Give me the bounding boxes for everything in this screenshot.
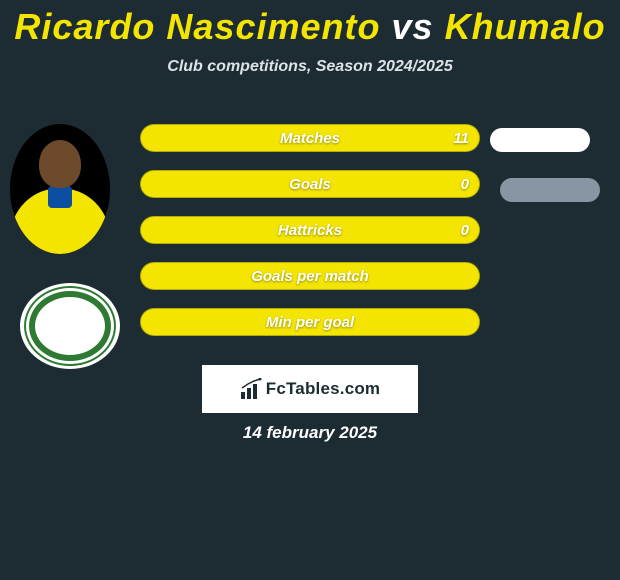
stat-bar: Min per goal	[140, 308, 480, 336]
branding-box: FcTables.com	[202, 365, 418, 413]
stats-bars: Matches 11 Goals 0 Hattricks 0 Goals per match…	[140, 124, 480, 354]
stat-value: 0	[461, 176, 469, 193]
stat-label: Matches	[280, 130, 340, 147]
stat-bar: Matches 11	[140, 124, 480, 152]
stat-label: Hattricks	[278, 222, 342, 239]
avatar-collar	[48, 186, 72, 208]
club-badge	[20, 283, 120, 369]
player-avatar	[10, 124, 110, 254]
stat-label: Goals	[289, 176, 331, 193]
player1-name: Ricardo Nascimento	[14, 6, 380, 47]
brand-chart-icon	[240, 378, 262, 400]
stat-bar: Goals 0	[140, 170, 480, 198]
stat-bar: Goals per match	[140, 262, 480, 290]
page-title: Ricardo Nascimento vs Khumalo	[0, 0, 620, 48]
brand-text: FcTables.com	[266, 379, 381, 399]
subtitle: Club competitions, Season 2024/2025	[0, 58, 620, 76]
player2-name: Khumalo	[445, 6, 606, 47]
stat-value: 11	[453, 130, 469, 147]
date-text: 14 february 2025	[0, 423, 620, 443]
vs-separator: vs	[392, 6, 434, 47]
stat-bar: Hattricks 0	[140, 216, 480, 244]
stat-value: 0	[461, 222, 469, 239]
comparison-pill	[490, 128, 590, 152]
stat-label: Min per goal	[266, 314, 354, 331]
avatar-head	[39, 140, 81, 188]
comparison-pill	[500, 178, 600, 202]
stat-label: Goals per match	[251, 268, 369, 285]
club-ring-inner	[29, 291, 111, 361]
